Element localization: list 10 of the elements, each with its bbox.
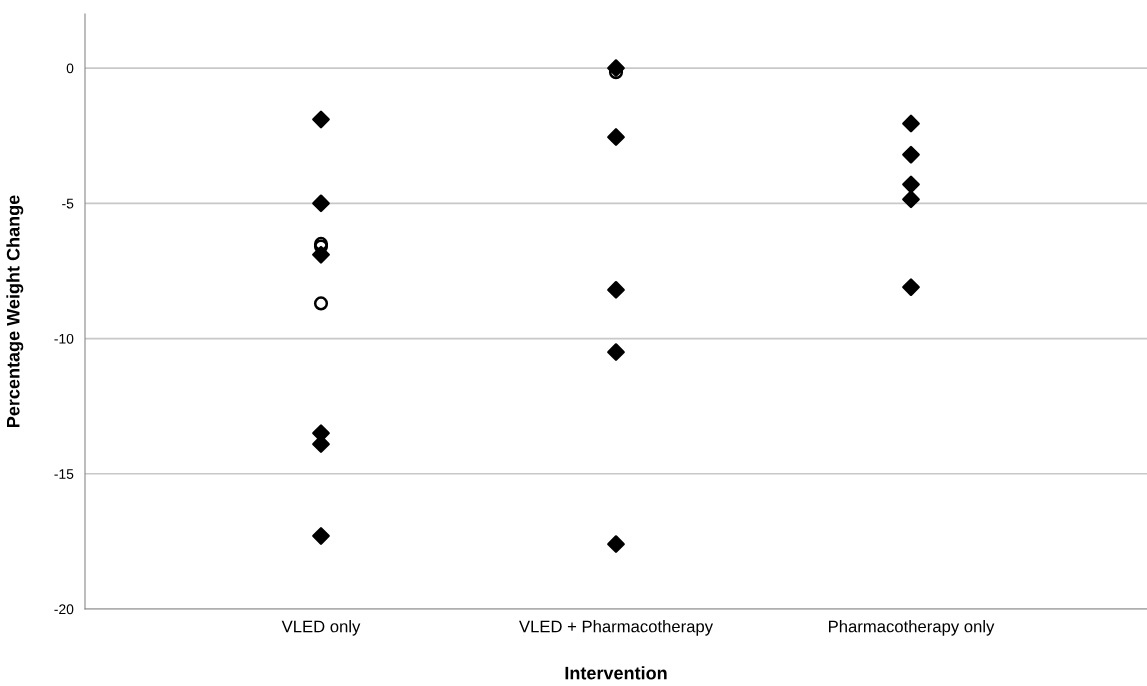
x-tick-label: VLED only <box>281 620 361 636</box>
y-tick-label: -15 <box>54 469 74 479</box>
x-tick-label: VLED + Pharmacotherapy <box>519 620 714 636</box>
y-tick-label: -5 <box>62 198 74 209</box>
x-tick-label: Pharmacotherapy only <box>828 620 995 636</box>
y-tick-label: -20 <box>54 604 74 615</box>
y-axis-title: Percentage Weight Change <box>6 195 24 428</box>
x-axis-title: Intervention <box>565 666 667 680</box>
y-tick-label: 0 <box>66 63 74 74</box>
y-tick-label: -10 <box>54 333 74 344</box>
